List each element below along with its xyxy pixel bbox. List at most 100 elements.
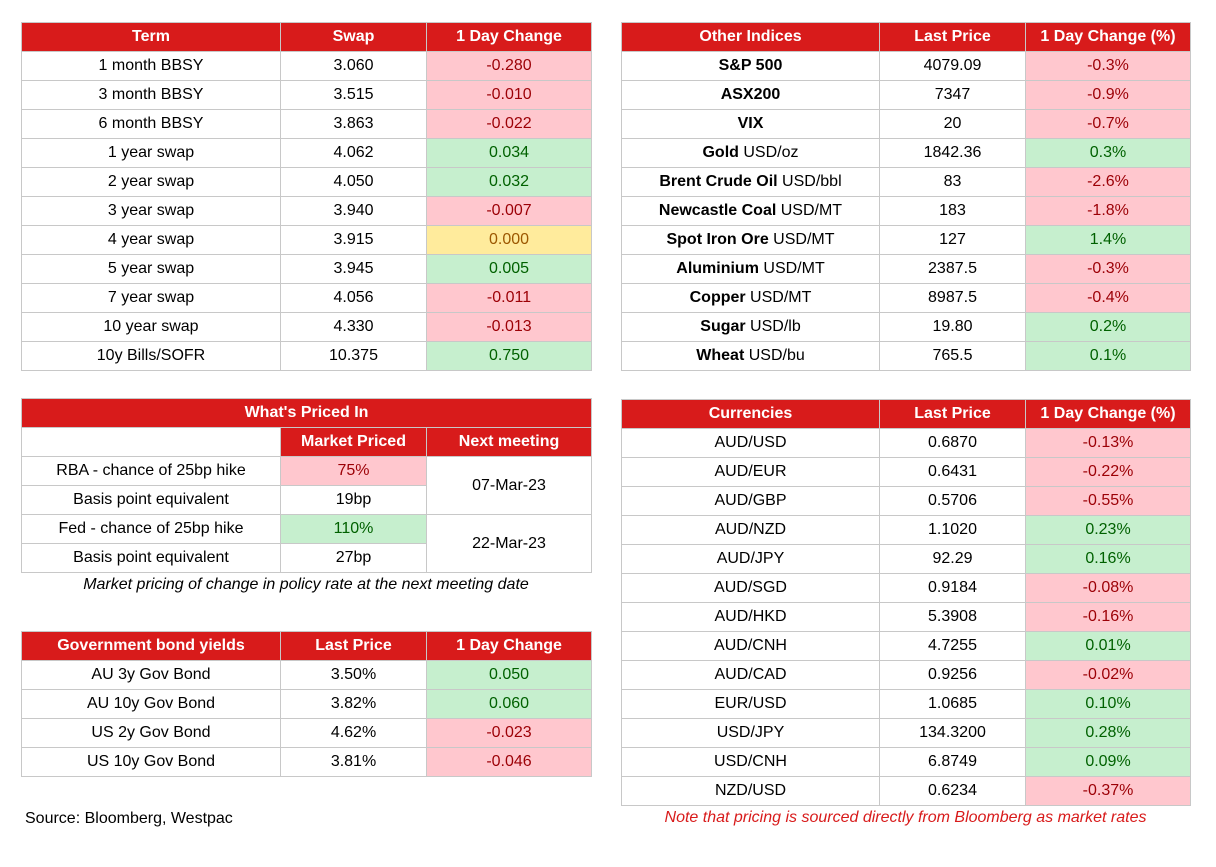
index-unit: USD/MT bbox=[758, 260, 825, 277]
currency-change: -0.55% bbox=[1025, 486, 1191, 516]
swap-term: 2 year swap bbox=[21, 167, 281, 197]
index-unit: USD/lb bbox=[745, 318, 801, 335]
index-unit: USD/MT bbox=[776, 202, 843, 219]
bond-name: AU 3y Gov Bond bbox=[21, 660, 281, 690]
swap-value: 4.056 bbox=[280, 283, 427, 313]
currency-change: -0.13% bbox=[1025, 428, 1191, 458]
pricing-note: Note that pricing is sourced directly fr… bbox=[664, 809, 1147, 826]
index-name-cell: Gold USD/oz bbox=[621, 138, 880, 168]
swap-change: -0.022 bbox=[426, 109, 592, 139]
index-name: Spot Iron Ore bbox=[666, 231, 769, 248]
table-row: 5 year swap 3.945 0.005 bbox=[21, 254, 592, 284]
bond-header-price: Last Price bbox=[280, 631, 427, 661]
index-name: Wheat bbox=[696, 347, 745, 364]
table-row: ASX200 7347 -0.9% bbox=[621, 80, 1191, 110]
swap-change: 0.750 bbox=[426, 341, 592, 371]
currency-change: -0.37% bbox=[1025, 776, 1191, 806]
table-row: Newcastle Coal USD/MT 183 -1.8% bbox=[621, 196, 1191, 226]
priced-in-caption: Market pricing of change in policy rate … bbox=[83, 576, 529, 593]
index-change: 1.4% bbox=[1025, 225, 1191, 255]
index-name-cell: Newcastle Coal USD/MT bbox=[621, 196, 880, 226]
priced-in-table: What's Priced In Market Priced Next meet… bbox=[21, 398, 592, 573]
currency-price: 1.1020 bbox=[879, 515, 1026, 545]
swap-change: -0.280 bbox=[426, 51, 592, 81]
index-unit: USD/MT bbox=[768, 231, 835, 248]
table-row: 1 year swap 4.062 0.034 bbox=[21, 138, 592, 168]
currency-price: 0.5706 bbox=[879, 486, 1026, 516]
table-row: USD/JPY 134.3200 0.28% bbox=[621, 718, 1191, 748]
table-row: AUD/USD 0.6870 -0.13% bbox=[621, 428, 1191, 458]
table-row: Sugar USD/lb 19.80 0.2% bbox=[621, 312, 1191, 342]
currency-pair: AUD/GBP bbox=[621, 486, 880, 516]
index-name-cell: Brent Crude Oil USD/bbl bbox=[621, 167, 880, 197]
bond-change: -0.046 bbox=[426, 747, 592, 777]
index-change: -0.3% bbox=[1025, 51, 1191, 81]
bond-name: AU 10y Gov Bond bbox=[21, 689, 281, 719]
index-change: -0.3% bbox=[1025, 254, 1191, 284]
currency-change: 0.16% bbox=[1025, 544, 1191, 574]
bond-change: 0.050 bbox=[426, 660, 592, 690]
index-change: -0.4% bbox=[1025, 283, 1191, 313]
priced-in-value: 27bp bbox=[280, 543, 427, 573]
currency-pair: AUD/CNH bbox=[621, 631, 880, 661]
index-unit: USD/bbl bbox=[777, 173, 842, 190]
swap-term: 1 month BBSY bbox=[21, 51, 281, 81]
swap-change: 0.005 bbox=[426, 254, 592, 284]
swap-change: -0.007 bbox=[426, 196, 592, 226]
currency-price: 0.9184 bbox=[879, 573, 1026, 603]
currency-header-price: Last Price bbox=[879, 399, 1026, 429]
swap-change: 0.000 bbox=[426, 225, 592, 255]
table-row: S&P 500 4079.09 -0.3% bbox=[621, 51, 1191, 81]
currencies-table: Currencies Last Price 1 Day Change (%) A… bbox=[621, 399, 1191, 806]
table-row: Copper USD/MT 8987.5 -0.4% bbox=[621, 283, 1191, 313]
index-unit: USD/oz bbox=[738, 144, 799, 161]
source-text: Source: Bloomberg, Westpac bbox=[25, 810, 233, 827]
bond-name: US 10y Gov Bond bbox=[21, 747, 281, 777]
table-row: Spot Iron Ore USD/MT 127 1.4% bbox=[621, 225, 1191, 255]
index-price: 1842.36 bbox=[879, 138, 1026, 168]
swap-value: 3.915 bbox=[280, 225, 427, 255]
swap-value: 3.940 bbox=[280, 196, 427, 226]
currency-change: -0.02% bbox=[1025, 660, 1191, 690]
bond-change: -0.023 bbox=[426, 718, 592, 748]
indices-header-change: 1 Day Change (%) bbox=[1025, 22, 1191, 52]
index-price: 765.5 bbox=[879, 341, 1026, 371]
currency-change: -0.16% bbox=[1025, 602, 1191, 632]
table-row: NZD/USD 0.6234 -0.37% bbox=[621, 776, 1191, 806]
index-name: Newcastle Coal bbox=[658, 202, 777, 219]
table-row: AUD/SGD 0.9184 -0.08% bbox=[621, 573, 1191, 603]
priced-in-value: 75% bbox=[280, 456, 427, 486]
swap-table: Term Swap 1 Day Change 1 month BBSY 3.060… bbox=[21, 22, 592, 371]
bond-header-change: 1 Day Change bbox=[426, 631, 592, 661]
index-name-cell: VIX bbox=[621, 109, 880, 139]
index-unit: USD/MT bbox=[745, 289, 812, 306]
swap-value: 10.375 bbox=[280, 341, 427, 371]
swap-change: -0.011 bbox=[426, 283, 592, 313]
currency-price: 134.3200 bbox=[879, 718, 1026, 748]
bond-name: US 2y Gov Bond bbox=[21, 718, 281, 748]
index-name-cell: Aluminium USD/MT bbox=[621, 254, 880, 284]
table-row: Aluminium USD/MT 2387.5 -0.3% bbox=[621, 254, 1191, 284]
index-name-cell: Wheat USD/bu bbox=[621, 341, 880, 371]
table-row: VIX 20 -0.7% bbox=[621, 109, 1191, 139]
table-row: 4 year swap 3.915 0.000 bbox=[21, 225, 592, 255]
table-row: AUD/JPY 92.29 0.16% bbox=[621, 544, 1191, 574]
index-price: 4079.09 bbox=[879, 51, 1026, 81]
swap-term: 4 year swap bbox=[21, 225, 281, 255]
index-name-cell: S&P 500 bbox=[621, 51, 880, 81]
currency-price: 0.6870 bbox=[879, 428, 1026, 458]
currency-pair: AUD/NZD bbox=[621, 515, 880, 545]
swap-header-term: Term bbox=[21, 22, 281, 52]
table-row: AU 10y Gov Bond 3.82% 0.060 bbox=[21, 689, 592, 719]
index-name-cell: Copper USD/MT bbox=[621, 283, 880, 313]
priced-in-col-market: Market Priced bbox=[280, 427, 427, 457]
table-row: Wheat USD/bu 765.5 0.1% bbox=[621, 341, 1191, 371]
currency-header-change: 1 Day Change (%) bbox=[1025, 399, 1191, 429]
priced-in-value: 19bp bbox=[280, 485, 427, 515]
priced-in-label: Basis point equivalent bbox=[21, 543, 281, 573]
swap-change: 0.032 bbox=[426, 167, 592, 197]
swap-change: -0.013 bbox=[426, 312, 592, 342]
swap-term: 3 year swap bbox=[21, 196, 281, 226]
index-name: S&P 500 bbox=[718, 57, 783, 74]
swap-value: 3.515 bbox=[280, 80, 427, 110]
